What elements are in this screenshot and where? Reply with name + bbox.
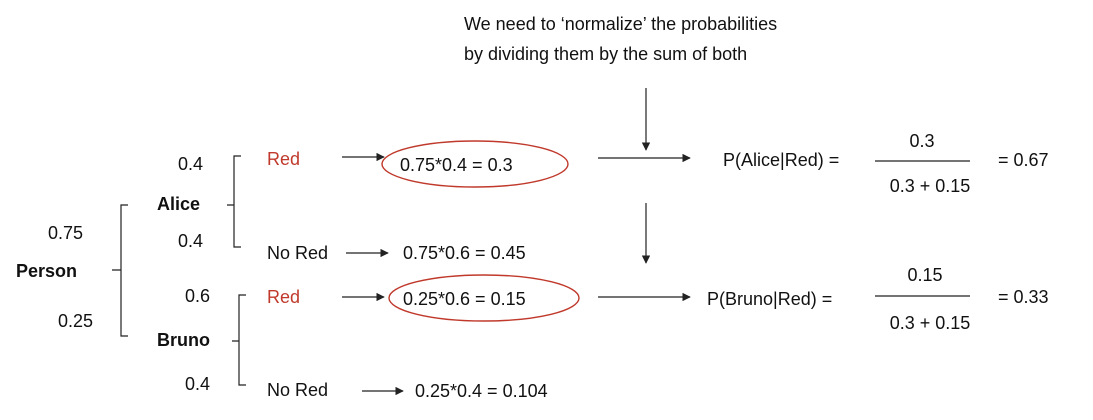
- prob-bruno-nored: 0.4: [185, 374, 210, 394]
- posterior-bruno-result: = 0.33: [998, 287, 1049, 307]
- bruno-bracket: [232, 294, 246, 386]
- posterior-alice-result: = 0.67: [998, 150, 1049, 170]
- posterior-alice-denominator: 0.3 + 0.15: [890, 176, 971, 196]
- bruno-nored-outcome: No Red: [267, 380, 328, 400]
- root-bracket: [112, 204, 128, 337]
- alice-nored-calc: 0.75*0.6 = 0.45: [403, 243, 526, 263]
- alice-bracket: [227, 155, 241, 248]
- prob-alice-red: 0.4: [178, 154, 203, 174]
- highlight-ellipse-bruno: [388, 274, 580, 322]
- bruno-red-outcome: Red: [267, 287, 300, 307]
- node-alice: Alice: [157, 194, 200, 214]
- posterior-alice-numerator: 0.3: [909, 131, 934, 151]
- posterior-bruno-numerator: 0.15: [907, 265, 942, 285]
- bruno-red-calc: 0.25*0.6 = 0.15: [403, 289, 526, 309]
- prob-bruno-red: 0.6: [185, 286, 210, 306]
- alice-red-outcome: Red: [267, 149, 300, 169]
- posterior-bruno-label: P(Bruno|Red) =: [707, 289, 832, 309]
- alice-nored-outcome: No Red: [267, 243, 328, 263]
- root-node-person: Person: [16, 261, 77, 281]
- posterior-bruno-denominator: 0.3 + 0.15: [890, 313, 971, 333]
- normalize-note-line-2: by dividing them by the sum of both: [464, 44, 747, 64]
- prob-alice-nored: 0.4: [178, 231, 203, 251]
- prob-person-bruno: 0.25: [58, 311, 93, 331]
- highlight-ellipse-alice: [381, 140, 569, 188]
- node-bruno: Bruno: [157, 330, 210, 350]
- prob-person-alice: 0.75: [48, 223, 83, 243]
- bruno-nored-calc: 0.25*0.4 = 0.104: [415, 381, 548, 401]
- normalize-note-line-1: We need to ‘normalize’ the probabilities: [464, 14, 777, 34]
- posterior-alice-label: P(Alice|Red) =: [723, 150, 839, 170]
- alice-red-calc: 0.75*0.4 = 0.3: [400, 155, 513, 175]
